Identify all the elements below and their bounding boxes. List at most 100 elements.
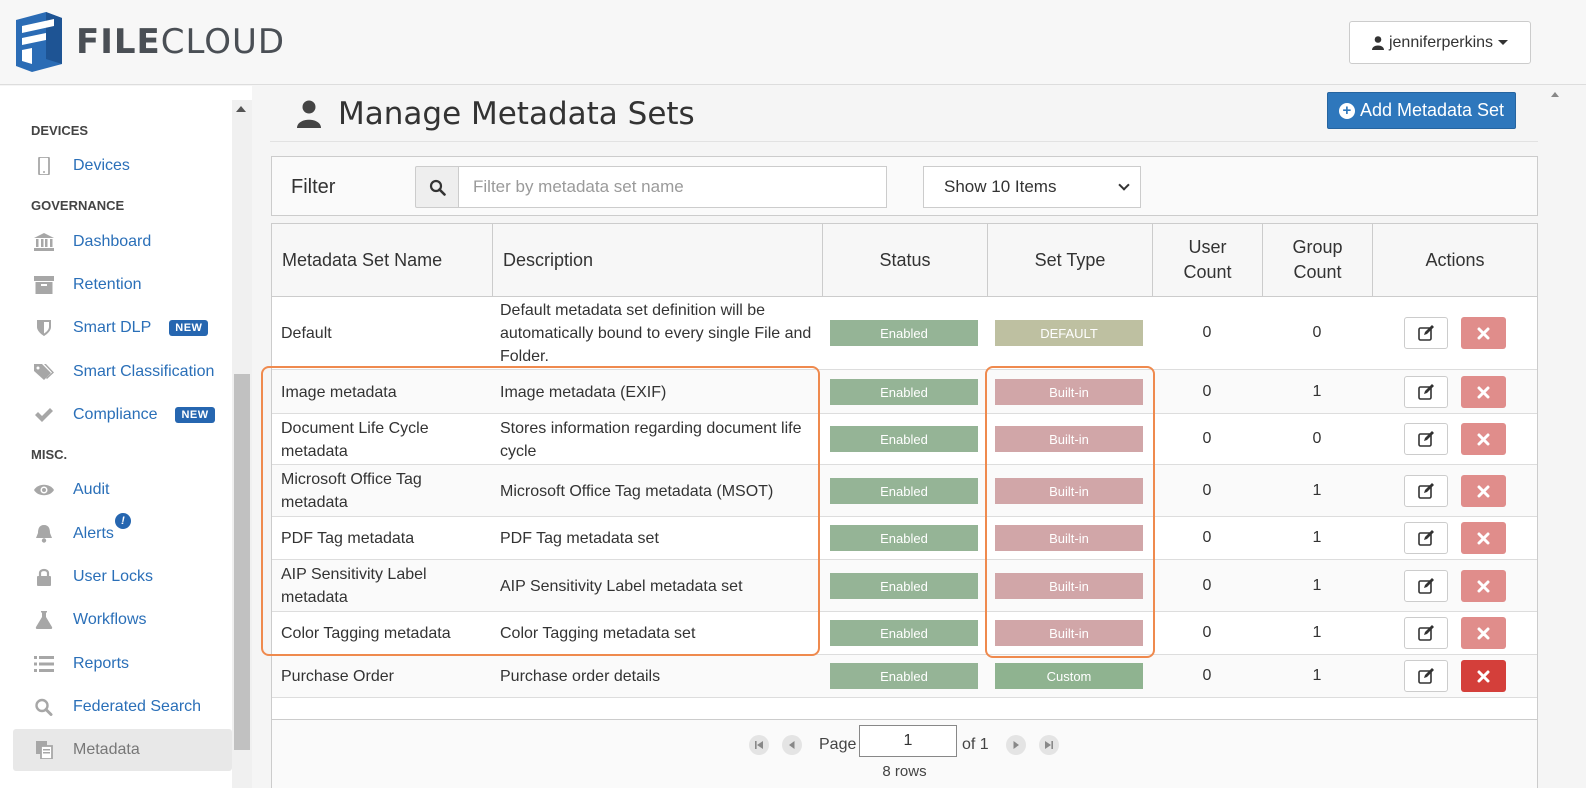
delete-button[interactable]: [1461, 617, 1506, 649]
next-page-icon[interactable]: [1006, 735, 1026, 755]
column-header-description[interactable]: Description: [493, 224, 823, 296]
sidebar-item-audit[interactable]: Audit: [32, 475, 109, 505]
status-badge: Enabled: [830, 620, 978, 646]
add-metadata-set-label: Add Metadata Set: [1359, 100, 1505, 120]
chevron-down-icon: [1118, 179, 1130, 191]
edit-button[interactable]: [1404, 522, 1448, 554]
page-of-label: of 1: [962, 736, 989, 753]
edit-icon: [1417, 384, 1434, 400]
sidebar-item-label: Federated Search: [73, 698, 202, 715]
edit-icon: [1417, 483, 1434, 499]
set-type-badge: Built-in: [995, 478, 1143, 504]
sidebar-heading-misc: MISC.: [31, 447, 68, 462]
sidebar-item-label: Smart DLP: [73, 319, 152, 336]
delete-button[interactable]: [1461, 570, 1506, 602]
row-name: Microsoft Office Tag metadata: [281, 471, 422, 511]
pager-divider: [272, 719, 1537, 720]
set-type-badge: Built-in: [995, 426, 1143, 452]
check-icon: [32, 405, 56, 425]
close-icon: [1477, 433, 1490, 445]
sidebar-item-metadata[interactable]: Metadata: [32, 735, 140, 765]
first-page-icon[interactable]: [749, 735, 769, 755]
edit-button[interactable]: [1404, 376, 1448, 408]
page-scroll-up-icon[interactable]: [1551, 92, 1559, 97]
delete-button[interactable]: [1461, 660, 1506, 692]
delete-button[interactable]: [1461, 423, 1506, 455]
list-icon: [32, 654, 56, 674]
filter-search-input[interactable]: [458, 166, 887, 208]
set-type-badge: Built-in: [995, 379, 1143, 405]
scroll-up-arrow-icon[interactable]: [236, 106, 246, 112]
previous-page-icon[interactable]: [782, 735, 802, 755]
filecloud-logo[interactable]: FILECLOUD: [16, 12, 285, 72]
last-page-icon[interactable]: [1039, 735, 1059, 755]
shield-icon: [32, 318, 56, 338]
page-number-input[interactable]: [859, 725, 957, 757]
column-header-set-type[interactable]: Set Type: [988, 224, 1153, 296]
column-header-status[interactable]: Status: [823, 224, 988, 296]
sidebar-item-federated-search[interactable]: Federated Search: [32, 692, 201, 722]
sidebar-item-label: Metadata: [73, 741, 140, 758]
delete-button[interactable]: [1461, 522, 1506, 554]
column-header-group-count[interactable]: Group Count: [1263, 224, 1373, 296]
user-menu-button[interactable]: jenniferperkins: [1349, 21, 1531, 64]
top-bar: FILECLOUD jenniferperkins: [0, 0, 1586, 85]
edit-button[interactable]: [1404, 423, 1448, 455]
sidebar-item-label: Alerts: [73, 525, 114, 542]
edit-button[interactable]: [1404, 617, 1448, 649]
show-items-select[interactable]: Show 10 Items: [923, 166, 1141, 208]
user-count: 0: [1202, 529, 1212, 546]
search-icon: [32, 697, 56, 717]
edit-button[interactable]: [1404, 317, 1448, 349]
edit-icon: [1417, 668, 1434, 684]
close-icon: [1477, 670, 1490, 682]
row-description: Image metadata (EXIF): [500, 383, 667, 401]
table-row: AIP Sensitivity Label metadata AIP Sensi…: [272, 560, 1537, 612]
sidebar-item-label: Retention: [73, 276, 142, 293]
delete-button[interactable]: [1461, 317, 1506, 349]
row-name: Image metadata: [281, 383, 397, 401]
sidebar-item-retention[interactable]: Retention: [32, 270, 142, 300]
sidebar-scroll-thumb[interactable]: [234, 374, 250, 750]
sidebar-item-label: Dashboard: [73, 233, 152, 250]
sidebar-item-alerts[interactable]: Alerts !: [32, 513, 131, 549]
archive-icon: [32, 275, 56, 295]
edit-button[interactable]: [1404, 570, 1448, 602]
table-row: PDF Tag metadata PDF Tag metadata set En…: [272, 517, 1537, 560]
row-name: Document Life Cycle metadata: [281, 419, 429, 460]
copy-icon: [32, 740, 56, 760]
table-row: Microsoft Office Tag metadata Microsoft …: [272, 465, 1537, 517]
plus-circle-icon: +: [1338, 102, 1355, 119]
row-count-label: 8 rows: [882, 763, 927, 780]
sidebar-item-label: User Locks: [73, 568, 154, 585]
status-badge: Enabled: [830, 478, 978, 504]
table-row: Color Tagging metadata Color Tagging met…: [272, 612, 1537, 655]
sidebar-item-smart-dlp[interactable]: Smart DLP NEW: [32, 313, 209, 343]
edit-button[interactable]: [1404, 475, 1448, 507]
row-name: Color Tagging metadata: [281, 625, 451, 642]
sidebar-item-reports[interactable]: Reports: [32, 649, 129, 679]
header-divider: [272, 296, 1537, 297]
sidebar-item-user-locks[interactable]: User Locks: [32, 562, 153, 592]
lock-icon: [32, 567, 56, 587]
edit-button[interactable]: [1404, 660, 1448, 692]
column-header-name[interactable]: Metadata Set Name: [272, 224, 493, 296]
set-type-badge: DEFAULT: [995, 320, 1143, 346]
bell-icon: [32, 524, 56, 544]
sidebar-item-compliance[interactable]: Compliance NEW: [32, 400, 215, 430]
delete-button[interactable]: [1461, 376, 1506, 408]
column-header-actions: Actions: [1373, 224, 1537, 296]
sidebar-item-dashboard[interactable]: Dashboard: [32, 227, 151, 257]
sidebar-item-workflows[interactable]: Workflows: [32, 605, 147, 635]
sidebar-item-smart-classification[interactable]: Smart Classification: [32, 357, 214, 387]
row-description: Stores information regarding document li…: [500, 419, 802, 460]
add-metadata-set-button[interactable]: + Add Metadata Set: [1327, 92, 1516, 129]
column-header-user-count[interactable]: User Count: [1153, 224, 1263, 296]
sidebar-item-devices[interactable]: Devices: [32, 151, 130, 181]
flask-icon: [32, 610, 56, 630]
row-description: Color Tagging metadata set: [500, 625, 696, 642]
page-label: Page: [819, 736, 857, 753]
delete-button[interactable]: [1461, 475, 1506, 507]
set-type-badge: Built-in: [995, 620, 1143, 646]
user-count: 0: [1202, 430, 1212, 447]
